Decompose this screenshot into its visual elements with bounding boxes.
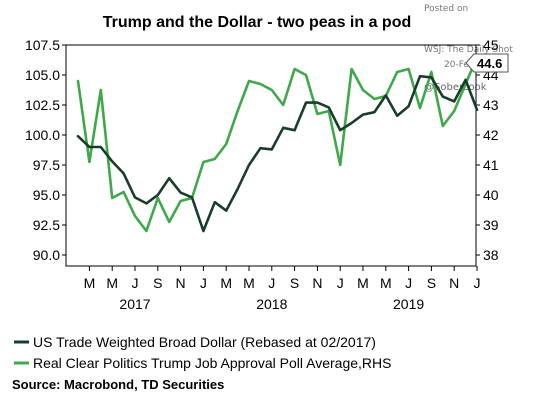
x-year-label: 2018: [256, 296, 287, 312]
legend-label-dollar: US Trade Weighted Broad Dollar (Rebased …: [33, 334, 376, 350]
watermark-posted-on: Posted on: [424, 4, 468, 14]
x-tick-label: M: [106, 275, 118, 291]
x-tick-label: S: [153, 275, 162, 291]
left-tick-label: 102.5: [25, 97, 60, 113]
legend-label-approval: Real Clear Politics Trump Job Approval P…: [33, 355, 391, 371]
watermark-site: WSJ: The Daily Shot: [424, 45, 513, 55]
x-tick-label: M: [84, 275, 96, 291]
right-tick-label: 45: [483, 37, 499, 53]
x-tick-label: M: [220, 275, 232, 291]
left-tick-label: 97.5: [33, 157, 60, 173]
legend: US Trade Weighted Broad Dollar (Rebased …: [14, 334, 391, 371]
right-tick-label: 43: [483, 97, 499, 113]
chart-title: Trump and the Dollar - two peas in a pod: [103, 14, 411, 31]
left-tick-label: 90.0: [33, 247, 60, 263]
x-tick-label: N: [449, 275, 459, 291]
right-tick-label: 42: [483, 127, 499, 143]
x-tick-label: J: [405, 275, 412, 291]
callout-box: [465, 53, 509, 73]
left-tick-label: 107.5: [25, 37, 60, 53]
left-tick-label: 100.0: [25, 127, 60, 143]
left-axis: 107.5 105.0 102.5 100.0 97.5 95.0 92.5 90.0: [25, 37, 66, 263]
x-tick-label: N: [176, 275, 186, 291]
source-note: Source: Macrobond, TD Securities: [12, 377, 224, 392]
dollar-series-line: [76, 74, 479, 233]
x-year-label: 2017: [119, 296, 150, 312]
x-tick-label: N: [312, 275, 322, 291]
x-tick-label: M: [243, 275, 255, 291]
x-tick-label: J: [200, 275, 207, 291]
left-tick-label: 92.5: [33, 217, 60, 233]
plot-area: [65, 44, 477, 267]
last-value-callout: 44.6: [465, 53, 509, 73]
left-tick-label: 95.0: [33, 187, 60, 203]
right-tick-label: 39: [483, 217, 499, 233]
right-tick-label: 41: [483, 157, 499, 173]
callout-value: 44.6: [477, 56, 502, 71]
x-tick-label: J: [337, 275, 344, 291]
x-tick-label: M: [357, 275, 369, 291]
x-tick-label: J: [474, 275, 481, 291]
x-tick-label: J: [268, 275, 275, 291]
x-tick-label: J: [132, 275, 139, 291]
watermark-handle: @SoberLook: [424, 82, 487, 93]
x-tick-label: S: [290, 275, 299, 291]
x-tick-label: M: [380, 275, 392, 291]
approval-series-line: [76, 55, 479, 233]
right-tick-label: 40: [483, 187, 499, 203]
right-tick-label: 38: [483, 247, 499, 263]
left-tick-label: 105.0: [25, 67, 60, 83]
x-year-label: 2019: [393, 296, 424, 312]
series-layer: [76, 55, 479, 233]
x-tick-label: S: [427, 275, 436, 291]
